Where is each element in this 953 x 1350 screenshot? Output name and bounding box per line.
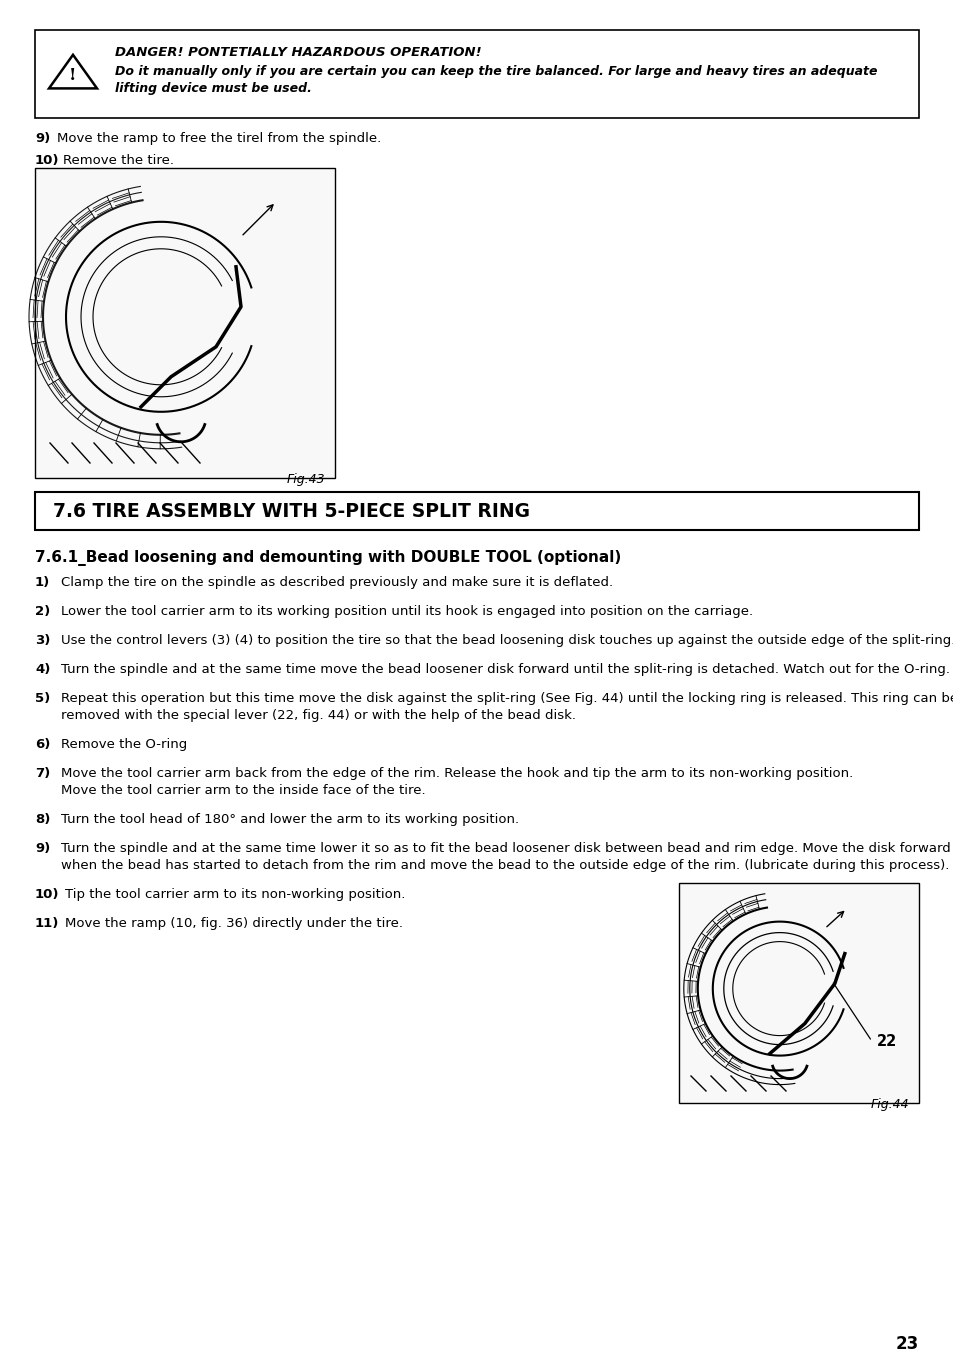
- Text: Repeat this operation but this time move the disk against the split-ring (See Fi: Repeat this operation but this time move…: [61, 693, 953, 705]
- Text: 10): 10): [35, 154, 59, 167]
- Text: Use the control levers (3) (4) to position the tire so that the bead loosening d: Use the control levers (3) (4) to positi…: [61, 634, 953, 647]
- Text: removed with the special lever (22, fig. 44) or with the help of the bead disk.: removed with the special lever (22, fig.…: [61, 709, 576, 722]
- Polygon shape: [49, 55, 97, 88]
- Text: 2): 2): [35, 605, 51, 618]
- Text: Fig.44: Fig.44: [869, 1098, 908, 1111]
- Text: Clamp the tire on the spindle as described previously and make sure it is deflat: Clamp the tire on the spindle as describ…: [61, 576, 613, 589]
- Text: 6): 6): [35, 738, 51, 751]
- Text: Remove the O-ring: Remove the O-ring: [61, 738, 187, 751]
- Text: 3): 3): [35, 634, 51, 647]
- Text: 9): 9): [35, 132, 51, 144]
- Text: 1): 1): [35, 576, 51, 589]
- Text: Move the ramp to free the tirel from the spindle.: Move the ramp to free the tirel from the…: [57, 132, 381, 144]
- Bar: [679, 883, 918, 1103]
- Text: Remove the tire.: Remove the tire.: [63, 154, 173, 167]
- Text: 23: 23: [895, 1335, 918, 1350]
- Text: Do it manually only if you are certain you can keep the tire balanced. For large: Do it manually only if you are certain y…: [115, 65, 877, 78]
- Text: Move the tool carrier arm back from the edge of the rim. Release the hook and ti: Move the tool carrier arm back from the …: [61, 767, 852, 780]
- Text: 7.6 TIRE ASSEMBLY WITH 5-PIECE SPLIT RING: 7.6 TIRE ASSEMBLY WITH 5-PIECE SPLIT RIN…: [53, 502, 530, 521]
- Text: Turn the tool head of 180° and lower the arm to its working position.: Turn the tool head of 180° and lower the…: [61, 813, 518, 826]
- Text: 11): 11): [35, 917, 59, 930]
- Text: Fig.43: Fig.43: [286, 472, 325, 486]
- Text: Tip the tool carrier arm to its non-working position.: Tip the tool carrier arm to its non-work…: [65, 888, 405, 900]
- Bar: [35, 491, 918, 531]
- Text: 7.6.1_Bead loosening and demounting with DOUBLE TOOL (optional): 7.6.1_Bead loosening and demounting with…: [35, 549, 620, 566]
- Text: DANGER! PONTETIALLY HAZARDOUS OPERATION!: DANGER! PONTETIALLY HAZARDOUS OPERATION!: [115, 46, 481, 59]
- Text: 4): 4): [35, 663, 51, 676]
- Text: !: !: [70, 68, 76, 85]
- Text: 22: 22: [876, 1034, 897, 1049]
- Text: 10): 10): [35, 888, 59, 900]
- Text: Move the tool carrier arm to the inside face of the tire.: Move the tool carrier arm to the inside …: [61, 784, 425, 796]
- Text: lifting device must be used.: lifting device must be used.: [115, 82, 312, 94]
- Text: 7): 7): [35, 767, 51, 780]
- Text: 9): 9): [35, 842, 51, 855]
- Text: Lower the tool carrier arm to its working position until its hook is engaged int: Lower the tool carrier arm to its workin…: [61, 605, 752, 618]
- Text: when the bead has started to detach from the rim and move the bead to the outsid: when the bead has started to detach from…: [61, 859, 948, 872]
- Text: Turn the spindle and at the same time move the bead loosener disk forward until : Turn the spindle and at the same time mo…: [61, 663, 949, 676]
- Bar: [35, 167, 335, 478]
- Text: 8): 8): [35, 813, 51, 826]
- Text: 5): 5): [35, 693, 51, 705]
- Bar: [35, 30, 918, 117]
- Text: Turn the spindle and at the same time lower it so as to fit the bead loosener di: Turn the spindle and at the same time lo…: [61, 842, 953, 855]
- Text: Move the ramp (10, fig. 36) directly under the tire.: Move the ramp (10, fig. 36) directly und…: [65, 917, 402, 930]
